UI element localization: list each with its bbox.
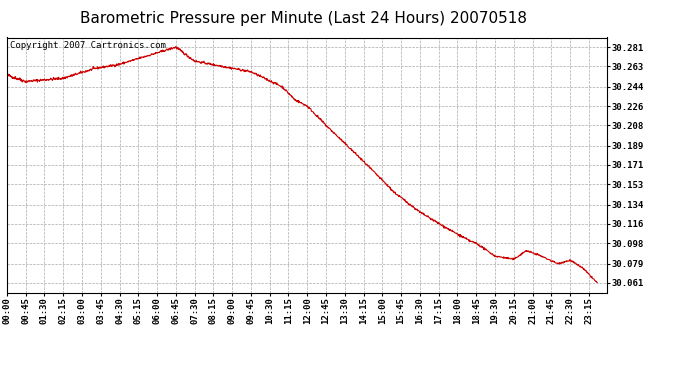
Text: Barometric Pressure per Minute (Last 24 Hours) 20070518: Barometric Pressure per Minute (Last 24 … (80, 11, 527, 26)
Text: Copyright 2007 Cartronics.com: Copyright 2007 Cartronics.com (10, 41, 166, 50)
